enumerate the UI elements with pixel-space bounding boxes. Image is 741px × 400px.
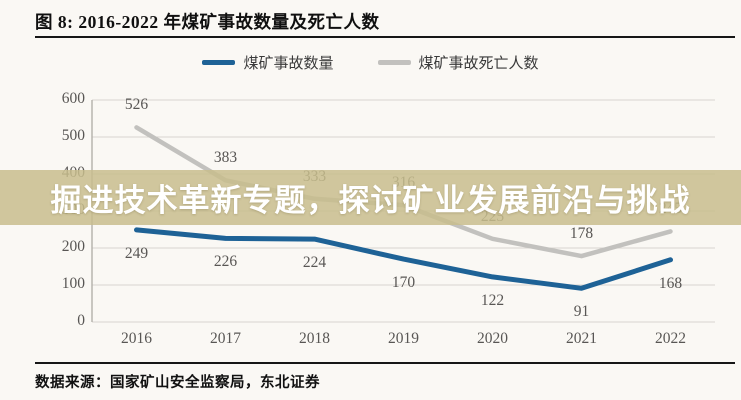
- source-divider-rule: [35, 362, 735, 364]
- title-underline-rule: [35, 36, 735, 38]
- x-axis-tick-label: 2016: [121, 330, 152, 347]
- watermark-banner-text: 掘进技术革新专题，探讨矿业发展前沿与挑战: [50, 183, 691, 219]
- data-point-label: 170: [391, 274, 416, 292]
- y-axis-tick-label: 200: [61, 238, 85, 255]
- x-axis-tick-label: 2022: [655, 330, 686, 347]
- data-point-label: 122: [480, 291, 505, 309]
- x-axis-tick-label: 2020: [477, 330, 508, 347]
- legend-item-accidents: 煤矿事故数量: [202, 52, 334, 73]
- deaths-line-swatch: [377, 60, 411, 65]
- y-axis-tick-label: 500: [61, 127, 85, 144]
- accidents-line-swatch: [202, 60, 236, 65]
- x-axis-tick-label: 2018: [299, 330, 330, 347]
- figure-source: 数据来源：国家矿山安全监察局，东北证券: [35, 375, 320, 391]
- data-point-label: 178: [569, 225, 594, 243]
- data-point-label: 226: [213, 253, 238, 271]
- y-axis-tick-label: 600: [61, 90, 85, 107]
- legend-label-deaths: 煤矿事故死亡人数: [418, 56, 539, 72]
- data-point-label: 249: [124, 244, 149, 262]
- y-axis-tick-label: 100: [61, 275, 85, 292]
- chart-legend: 煤矿事故数量 煤矿事故死亡人数: [0, 52, 741, 73]
- figure-title: 图 8: 2016-2022 年煤矿事故数量及死亡人数: [35, 12, 380, 32]
- x-axis-tick-label: 2017: [210, 330, 241, 347]
- watermark-banner: 掘进技术革新专题，探讨矿业发展前沿与挑战: [0, 170, 741, 225]
- legend-item-deaths: 煤矿事故死亡人数: [377, 52, 539, 73]
- data-point-label: 383: [213, 149, 238, 167]
- x-axis-tick-label: 2021: [566, 330, 597, 347]
- data-point-label: 91: [573, 303, 590, 321]
- data-point-label: 224: [302, 254, 327, 272]
- y-axis-tick-label: 0: [77, 312, 85, 329]
- data-point-label: 526: [124, 96, 149, 114]
- x-axis-tick-label: 2019: [388, 330, 419, 347]
- legend-label-accidents: 煤矿事故数量: [243, 56, 334, 72]
- data-point-label: 168: [658, 274, 683, 292]
